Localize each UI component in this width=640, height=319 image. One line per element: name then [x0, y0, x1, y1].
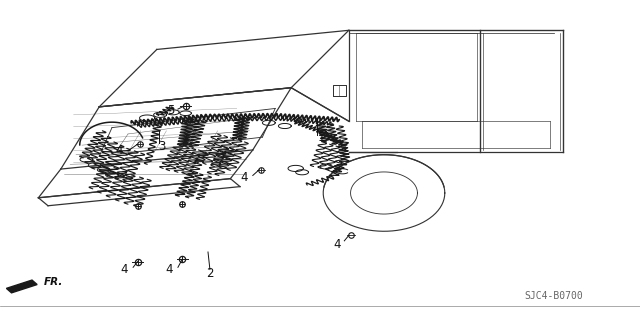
Text: FR.: FR. [44, 277, 63, 287]
Text: SJC4-B0700: SJC4-B0700 [524, 291, 583, 301]
Polygon shape [6, 280, 37, 293]
Text: 4: 4 [165, 263, 173, 276]
Text: 4: 4 [120, 263, 128, 276]
Text: 2: 2 [206, 267, 214, 280]
Text: 4: 4 [115, 145, 123, 157]
Text: 1: 1 [318, 131, 326, 144]
Text: 4: 4 [333, 238, 340, 250]
Text: 5: 5 [166, 104, 174, 116]
Text: 4: 4 [241, 171, 248, 183]
Text: 3: 3 [158, 140, 166, 152]
